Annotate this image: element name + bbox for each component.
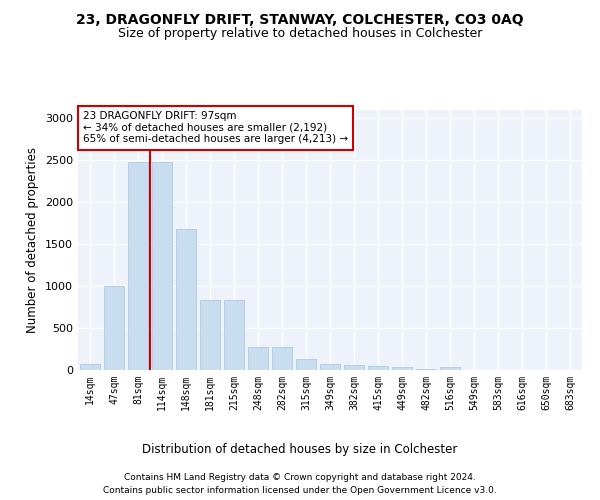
Y-axis label: Number of detached properties: Number of detached properties: [26, 147, 40, 333]
Text: Size of property relative to detached houses in Colchester: Size of property relative to detached ho…: [118, 28, 482, 40]
Bar: [392, 366, 412, 370]
Text: Contains HM Land Registry data © Crown copyright and database right 2024.: Contains HM Land Registry data © Crown c…: [124, 472, 476, 482]
Bar: [152, 162, 172, 370]
Bar: [224, 300, 244, 370]
Text: Distribution of detached houses by size in Colchester: Distribution of detached houses by size …: [142, 442, 458, 456]
Bar: [248, 348, 268, 370]
Bar: [104, 286, 124, 370]
Bar: [176, 229, 196, 370]
Bar: [344, 365, 364, 370]
Bar: [272, 348, 292, 370]
Text: 23 DRAGONFLY DRIFT: 97sqm
← 34% of detached houses are smaller (2,192)
65% of se: 23 DRAGONFLY DRIFT: 97sqm ← 34% of detac…: [83, 112, 348, 144]
Bar: [440, 368, 460, 370]
Bar: [80, 364, 100, 370]
Text: 23, DRAGONFLY DRIFT, STANWAY, COLCHESTER, CO3 0AQ: 23, DRAGONFLY DRIFT, STANWAY, COLCHESTER…: [76, 12, 524, 26]
Bar: [368, 366, 388, 370]
Bar: [200, 300, 220, 370]
Text: Contains public sector information licensed under the Open Government Licence v3: Contains public sector information licen…: [103, 486, 497, 495]
Bar: [416, 369, 436, 370]
Bar: [296, 358, 316, 370]
Bar: [320, 364, 340, 370]
Bar: [128, 162, 148, 370]
